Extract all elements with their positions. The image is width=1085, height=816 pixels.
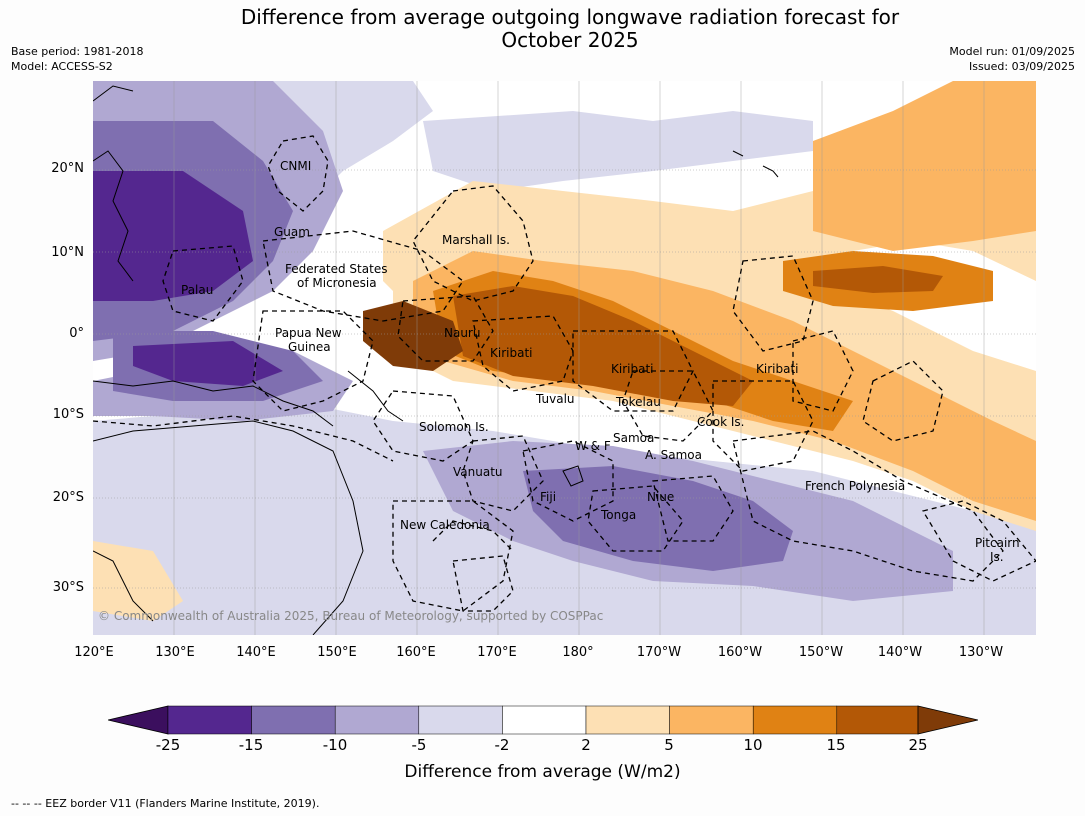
label-cnmi: CNMI [280,159,312,173]
copyright-notice: © Commonwealth of Australia 2025, Bureau… [98,609,604,623]
lon-label-180: 180° [562,645,594,660]
label-pitcairn-line2: Is. [990,550,1004,564]
label-american-samoa: A. Samoa [645,448,702,462]
base-period: Base period: 1981-2018 [11,45,144,58]
label-tuvalu: Tuvalu [536,392,575,406]
colorbar [108,705,978,735]
label-guam: Guam [274,225,310,239]
label-fsm-line2: of Micronesia [297,276,377,290]
label-french-polynesia: French Polynesia [805,479,906,493]
colorbar-segment-1 [167,705,252,735]
label-tonga: Tonga [601,508,637,522]
map-svg [93,81,1036,635]
label-new-caledonia: New Caledonia [400,518,490,532]
lon-label-130e: 130°E [155,645,195,660]
lat-label-10s: 10°S [52,407,84,422]
label-nauru: Nauru [444,326,481,340]
colorbar-tick: -2 [494,736,510,754]
colorbar-extend-high [917,705,978,735]
colorbar-tick: 15 [826,736,846,754]
colorbar-tick: -10 [322,736,348,754]
colorbar-tick: -15 [238,736,264,754]
model-run: Model run: 01/09/2025 [949,45,1075,58]
map-title: Difference from average outgoing longwav… [0,6,1085,52]
label-png-line1: Papua New [275,326,342,340]
lon-label-150w: 150°W [798,645,844,660]
lon-label-130w: 130°W [958,645,1004,660]
colorbar-segment-3 [334,705,420,735]
lon-label-150e: 150°E [317,645,357,660]
label-kiribati-central: Kiribati [611,362,654,376]
label-kiribati-east: Kiribati [756,362,799,376]
lon-label-170w: 170°W [636,645,682,660]
colorbar-segment-9 [836,705,919,735]
label-tokelau: Tokelau [616,395,661,409]
colorbar-segment-7 [669,705,754,735]
colorbar-segment-5 [502,705,587,735]
lat-label-0: 0° [69,326,84,341]
label-solomon-islands: Solomon Is. [419,420,489,434]
colorbar-tick: 2 [581,736,591,754]
label-palau: Palau [181,283,214,297]
title-line-2: October 2025 [501,28,639,52]
model-name: Model: ACCESS-S2 [11,60,113,73]
colorbar-extend-low [108,705,169,735]
lon-label-120e: 120°E [74,645,114,660]
colorbar-tick: 25 [908,736,928,754]
meta-right: Model run: 01/09/2025 Issued: 03/09/2025 [949,44,1075,74]
label-pitcairn-line1: Pitcairn [975,536,1020,550]
lat-label-30s: 30°S [52,580,84,595]
lon-label-160e: 160°E [396,645,436,660]
colorbar-segment-8 [752,705,838,735]
label-png-line2: Guinea [288,340,331,354]
label-samoa: Samoa [613,431,655,445]
colorbar-label: Difference from average (W/m2) [404,762,681,782]
colorbar-tick: 10 [743,736,763,754]
label-niue: Niue [647,490,675,504]
lon-label-170e: 170°E [477,645,517,660]
map-panel [93,81,1036,635]
lon-label-140w: 140°W [877,645,923,660]
label-vanuatu: Vanuatu [453,465,503,479]
issued-date: Issued: 03/09/2025 [968,60,1075,73]
label-wallis-futuna: W & F [575,439,611,453]
meta-left: Base period: 1981-2018 Model: ACCESS-S2 [11,44,143,74]
label-fiji: Fiji [540,490,557,504]
eez-footnote: -- -- -- EEZ border V11 (Flanders Marine… [11,797,320,810]
colorbar-tick: -25 [155,736,181,754]
colorbar-segment-2 [251,705,336,735]
title-line-1: Difference from average outgoing longwav… [240,5,900,29]
label-marshall-islands: Marshall Is. [442,233,510,247]
lon-label-160w: 160°W [717,645,763,660]
colorbar-tick: 5 [664,736,674,754]
label-fsm-line1: Federated States [285,262,388,276]
lat-label-20n: 20°N [51,161,84,176]
colorbar-segment-6 [585,705,670,735]
label-cook-islands: Cook Is. [697,415,745,429]
lat-label-10n: 10°N [51,245,84,260]
colorbar-segment-4 [418,705,503,735]
label-kiribati-west: Kiribati [490,346,533,360]
lat-label-20s: 20°S [52,490,84,505]
lon-label-140e: 140°E [236,645,276,660]
colorbar-tick: -5 [411,736,427,754]
